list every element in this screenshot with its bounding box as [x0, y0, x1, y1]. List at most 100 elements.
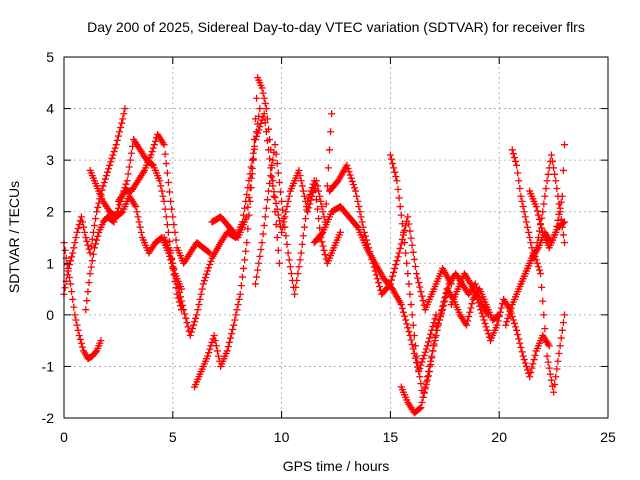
data-point	[244, 225, 252, 233]
data-point	[553, 185, 561, 193]
data-point	[512, 323, 520, 331]
data-point	[147, 151, 155, 159]
data-point	[193, 311, 201, 319]
data-point	[281, 213, 289, 221]
data-point	[497, 304, 505, 312]
data-point	[555, 350, 563, 358]
data-point	[522, 218, 530, 226]
data-point	[559, 231, 567, 239]
data-point	[201, 273, 209, 281]
data-point	[71, 239, 79, 247]
data-point	[89, 250, 97, 258]
data-point	[373, 275, 381, 283]
data-point	[151, 137, 159, 145]
data-point	[344, 165, 352, 173]
series-track-5	[114, 130, 214, 267]
data-point	[506, 307, 514, 315]
data-point	[261, 213, 269, 221]
data-point	[560, 311, 568, 319]
data-point	[273, 160, 281, 168]
data-point	[434, 321, 442, 329]
data-point	[395, 249, 403, 257]
data-point	[484, 330, 492, 338]
data-point	[183, 319, 191, 327]
data-point	[403, 320, 411, 328]
data-point	[538, 224, 546, 232]
data-point	[409, 248, 417, 256]
series-track-1	[60, 239, 105, 363]
data-point	[414, 274, 422, 282]
data-point	[343, 161, 351, 169]
data-point	[552, 177, 560, 185]
data-point	[148, 148, 156, 156]
data-point	[283, 240, 291, 248]
data-point	[237, 282, 245, 290]
data-point	[366, 248, 374, 256]
data-point	[556, 204, 564, 212]
data-point	[435, 316, 443, 324]
data-point	[493, 321, 501, 329]
data-point	[69, 249, 77, 257]
data-point	[197, 290, 205, 298]
data-point	[78, 343, 86, 351]
data-point	[192, 314, 200, 322]
data-point	[187, 328, 195, 336]
data-point	[92, 215, 100, 223]
data-point	[263, 137, 271, 145]
data-point	[509, 150, 517, 158]
data-point	[233, 306, 241, 314]
data-point	[423, 342, 431, 350]
data-point	[181, 310, 189, 318]
data-point	[317, 197, 325, 205]
data-point	[298, 182, 306, 190]
data-point	[559, 166, 567, 174]
data-point	[404, 270, 412, 278]
data-point	[70, 303, 78, 311]
data-point	[391, 168, 399, 176]
data-point	[510, 319, 518, 327]
data-point	[109, 151, 117, 159]
data-point	[403, 259, 411, 267]
data-point	[520, 356, 528, 364]
data-point	[557, 198, 565, 206]
data-point	[92, 240, 100, 248]
data-point	[184, 323, 192, 331]
data-point	[541, 325, 549, 333]
data-point	[508, 146, 516, 154]
data-point	[255, 259, 263, 267]
data-point	[206, 261, 214, 269]
data-point	[361, 232, 369, 240]
data-point	[426, 334, 434, 342]
data-point	[393, 177, 401, 185]
data-point	[267, 172, 275, 180]
data-point	[258, 239, 266, 247]
data-point	[285, 192, 293, 200]
data-point	[544, 358, 552, 366]
data-point	[309, 180, 317, 188]
data-point	[427, 357, 435, 365]
data-point	[535, 215, 543, 223]
data-point	[262, 105, 270, 113]
data-point	[166, 188, 174, 196]
data-point	[282, 232, 290, 240]
data-point	[61, 284, 69, 292]
data-point	[543, 177, 551, 185]
x-tick-label: 20	[491, 429, 507, 445]
data-point	[254, 129, 262, 137]
data-point	[240, 264, 248, 272]
data-point	[194, 306, 202, 314]
data-point	[531, 252, 539, 260]
data-point	[376, 282, 384, 290]
data-point	[275, 259, 283, 267]
data-point	[514, 331, 522, 339]
data-point	[114, 132, 122, 140]
data-point	[112, 141, 120, 149]
data-point	[256, 105, 264, 113]
data-point	[372, 271, 380, 279]
data-point	[113, 136, 121, 144]
data-point	[532, 203, 540, 211]
data-point	[315, 187, 323, 195]
data-point	[526, 373, 534, 381]
data-point	[549, 157, 557, 165]
data-point	[297, 177, 305, 185]
